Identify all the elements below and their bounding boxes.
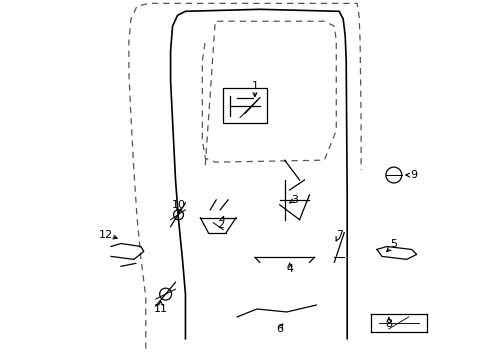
Text: 8: 8 bbox=[385, 319, 392, 329]
Text: 3: 3 bbox=[290, 195, 298, 205]
Text: 7: 7 bbox=[335, 230, 342, 239]
Text: 12: 12 bbox=[99, 230, 113, 239]
Text: 6: 6 bbox=[276, 324, 283, 334]
Text: 9: 9 bbox=[409, 170, 416, 180]
Text: 2: 2 bbox=[216, 220, 224, 230]
Text: 10: 10 bbox=[171, 200, 185, 210]
Text: 11: 11 bbox=[153, 304, 167, 314]
Text: 5: 5 bbox=[389, 239, 397, 249]
Text: 1: 1 bbox=[251, 81, 258, 91]
Text: 4: 4 bbox=[285, 264, 293, 274]
